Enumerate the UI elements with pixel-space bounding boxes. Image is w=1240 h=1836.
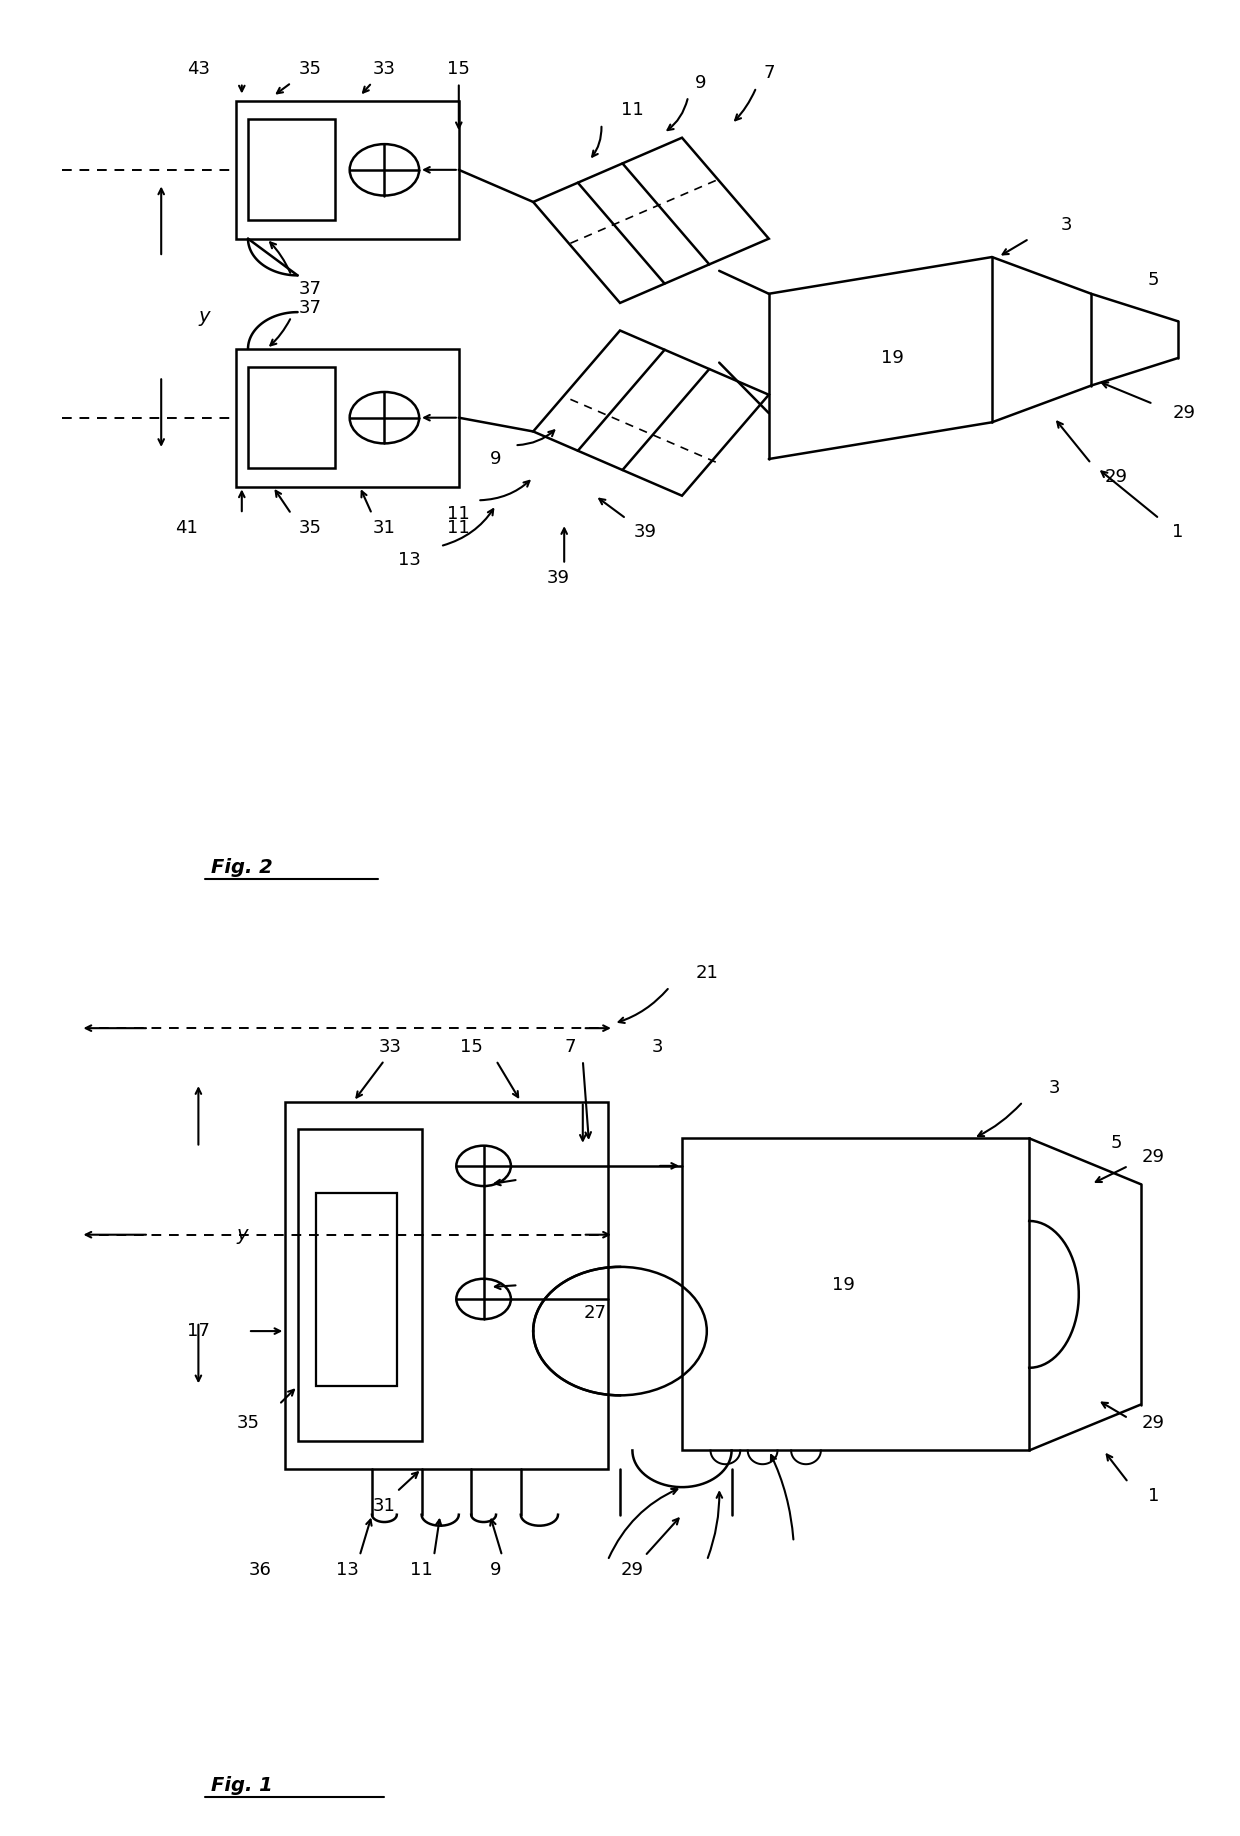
Text: 11: 11 — [410, 1561, 433, 1579]
Text: 9: 9 — [694, 73, 707, 92]
Bar — [248, 119, 335, 220]
Text: 5: 5 — [1147, 272, 1159, 288]
Text: y: y — [198, 307, 211, 327]
Text: 29: 29 — [1142, 1414, 1164, 1432]
Text: 35: 35 — [299, 520, 321, 536]
Text: 19: 19 — [882, 349, 904, 367]
Text: Fig. 1: Fig. 1 — [211, 1775, 273, 1796]
Text: 33: 33 — [379, 1037, 402, 1056]
Text: 9: 9 — [490, 1561, 502, 1579]
Text: 9: 9 — [490, 450, 502, 468]
Text: 29: 29 — [1173, 404, 1195, 422]
Text: 37: 37 — [299, 299, 321, 316]
Text: 39: 39 — [634, 523, 656, 542]
Bar — [236, 101, 459, 239]
Text: 29: 29 — [621, 1561, 644, 1579]
Text: 15: 15 — [448, 61, 470, 77]
Text: 5: 5 — [1110, 1135, 1122, 1151]
Text: 11: 11 — [621, 101, 644, 119]
Text: 11: 11 — [448, 505, 470, 523]
Text: 29: 29 — [1105, 468, 1127, 487]
Text: 31: 31 — [373, 1496, 396, 1515]
Bar — [682, 1138, 1029, 1450]
Text: 39: 39 — [547, 569, 569, 588]
Text: 43: 43 — [187, 61, 210, 77]
Text: 11: 11 — [448, 520, 470, 536]
Bar — [285, 1102, 608, 1469]
Bar — [236, 349, 459, 487]
Text: y: y — [236, 1225, 248, 1245]
Text: 21: 21 — [696, 964, 718, 982]
Text: 36: 36 — [249, 1561, 272, 1579]
Text: 29: 29 — [1142, 1148, 1164, 1166]
Text: 37: 37 — [299, 281, 321, 297]
Text: 35: 35 — [237, 1414, 259, 1432]
Text: 3: 3 — [1048, 1080, 1060, 1096]
Text: 41: 41 — [175, 520, 197, 536]
Bar — [298, 1129, 422, 1441]
Bar — [248, 367, 335, 468]
Text: 27: 27 — [584, 1304, 606, 1322]
Text: 1: 1 — [1172, 523, 1184, 542]
Text: 13: 13 — [336, 1561, 358, 1579]
Text: 3: 3 — [651, 1037, 663, 1056]
Text: 35: 35 — [299, 61, 321, 77]
Text: Fig. 2: Fig. 2 — [211, 857, 273, 878]
Text: 17: 17 — [187, 1322, 210, 1340]
Bar — [316, 1193, 397, 1386]
Text: 31: 31 — [373, 520, 396, 536]
Text: 13: 13 — [398, 551, 420, 569]
Text: 1: 1 — [1147, 1487, 1159, 1506]
Text: 7: 7 — [763, 64, 775, 83]
Text: 19: 19 — [832, 1276, 854, 1294]
Text: 15: 15 — [460, 1037, 482, 1056]
Text: 7: 7 — [564, 1037, 577, 1056]
Text: 33: 33 — [373, 61, 396, 77]
Text: 3: 3 — [1060, 217, 1073, 233]
